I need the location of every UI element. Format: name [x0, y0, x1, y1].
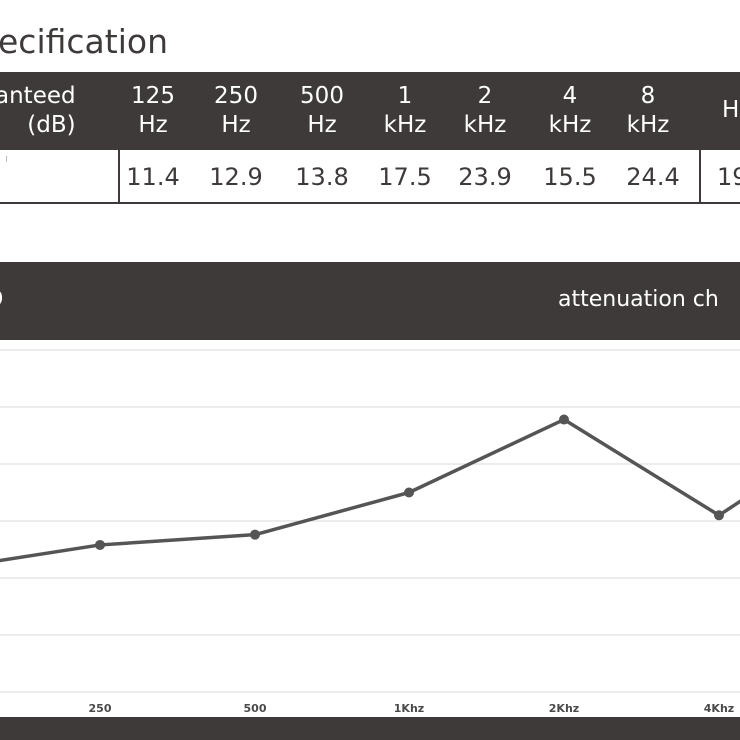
freq-header-line2: kHz	[548, 112, 592, 138]
freq-header-line1: 4	[562, 83, 578, 109]
freq-header-4k: 4 kHz	[541, 82, 599, 140]
freq-header-line2: kHz	[383, 112, 427, 138]
data-point-2Khz	[559, 414, 569, 425]
value-2k: 23.9	[458, 163, 512, 191]
value-125: 11.4	[126, 163, 180, 191]
header-label: anteed (dB)	[0, 82, 76, 140]
freq-header-2k: 2 kHz	[456, 82, 514, 140]
chart-series	[0, 417, 740, 563]
freq-header-line1: 250	[214, 83, 258, 109]
freq-header-500: 500 Hz	[293, 82, 351, 140]
extra-header: H	[722, 97, 740, 123]
page-title: ecification	[0, 22, 168, 61]
table-divider-right	[699, 72, 701, 204]
freq-header-line2: kHz	[463, 112, 507, 138]
chart-banner: O attenuation ch	[0, 262, 740, 340]
header-label-line1: anteed	[0, 83, 76, 109]
freq-header-line2: Hz	[221, 112, 251, 138]
freq-header-1k: 1 kHz	[376, 82, 434, 140]
freq-header-line2: Hz	[307, 112, 337, 138]
value-250: 12.9	[209, 163, 263, 191]
chart-gridlines	[0, 349, 740, 693]
x-tick-label: 250	[89, 702, 112, 715]
series-line	[0, 417, 740, 563]
header-label-line2: (dB)	[27, 112, 76, 138]
spec-table-header: anteed (dB) 125 Hz 250 Hz 500 Hz 1 kHz 2…	[0, 72, 740, 150]
freq-header-line1: 125	[131, 83, 175, 109]
value-500: 13.8	[295, 163, 349, 191]
data-point-4Khz	[714, 510, 724, 521]
data-point-250	[95, 539, 105, 550]
freq-header-250: 250 Hz	[207, 82, 265, 140]
extra-value: 19	[717, 163, 740, 191]
freq-header-line1: 2	[477, 83, 493, 109]
freq-header-line2: Hz	[138, 112, 168, 138]
freq-header-line1: 8	[640, 83, 656, 109]
value-4k: 15.5	[543, 163, 597, 191]
freq-header-125: 125 Hz	[124, 82, 182, 140]
banner-left-text: O	[0, 286, 3, 314]
table-divider-left	[118, 72, 120, 204]
x-tick-label: 4Khz	[704, 702, 734, 715]
row-left-tick	[6, 156, 7, 162]
freq-header-8k: 8 kHz	[619, 82, 677, 140]
chart-x-ticks: 250 500 1Khz 2Khz 4Khz	[89, 702, 735, 715]
value-8k: 24.4	[626, 163, 680, 191]
freq-header-line1: 1	[397, 83, 413, 109]
data-point-500	[250, 529, 260, 540]
data-point-1Khz	[404, 487, 414, 498]
banner-right-text: attenuation ch	[558, 287, 719, 312]
freq-header-line1: 500	[300, 83, 344, 109]
x-tick-label: 1Khz	[394, 702, 424, 715]
x-tick-label: 500	[244, 702, 267, 715]
value-1k: 17.5	[378, 163, 432, 191]
spec-table-values-row: 11.4 12.9 13.8 17.5 23.9 15.5 24.4 19	[0, 150, 740, 204]
chart-points	[95, 414, 724, 550]
bottom-bar	[0, 717, 740, 740]
x-tick-label: 2Khz	[549, 702, 579, 715]
freq-header-line2: kHz	[626, 112, 670, 138]
